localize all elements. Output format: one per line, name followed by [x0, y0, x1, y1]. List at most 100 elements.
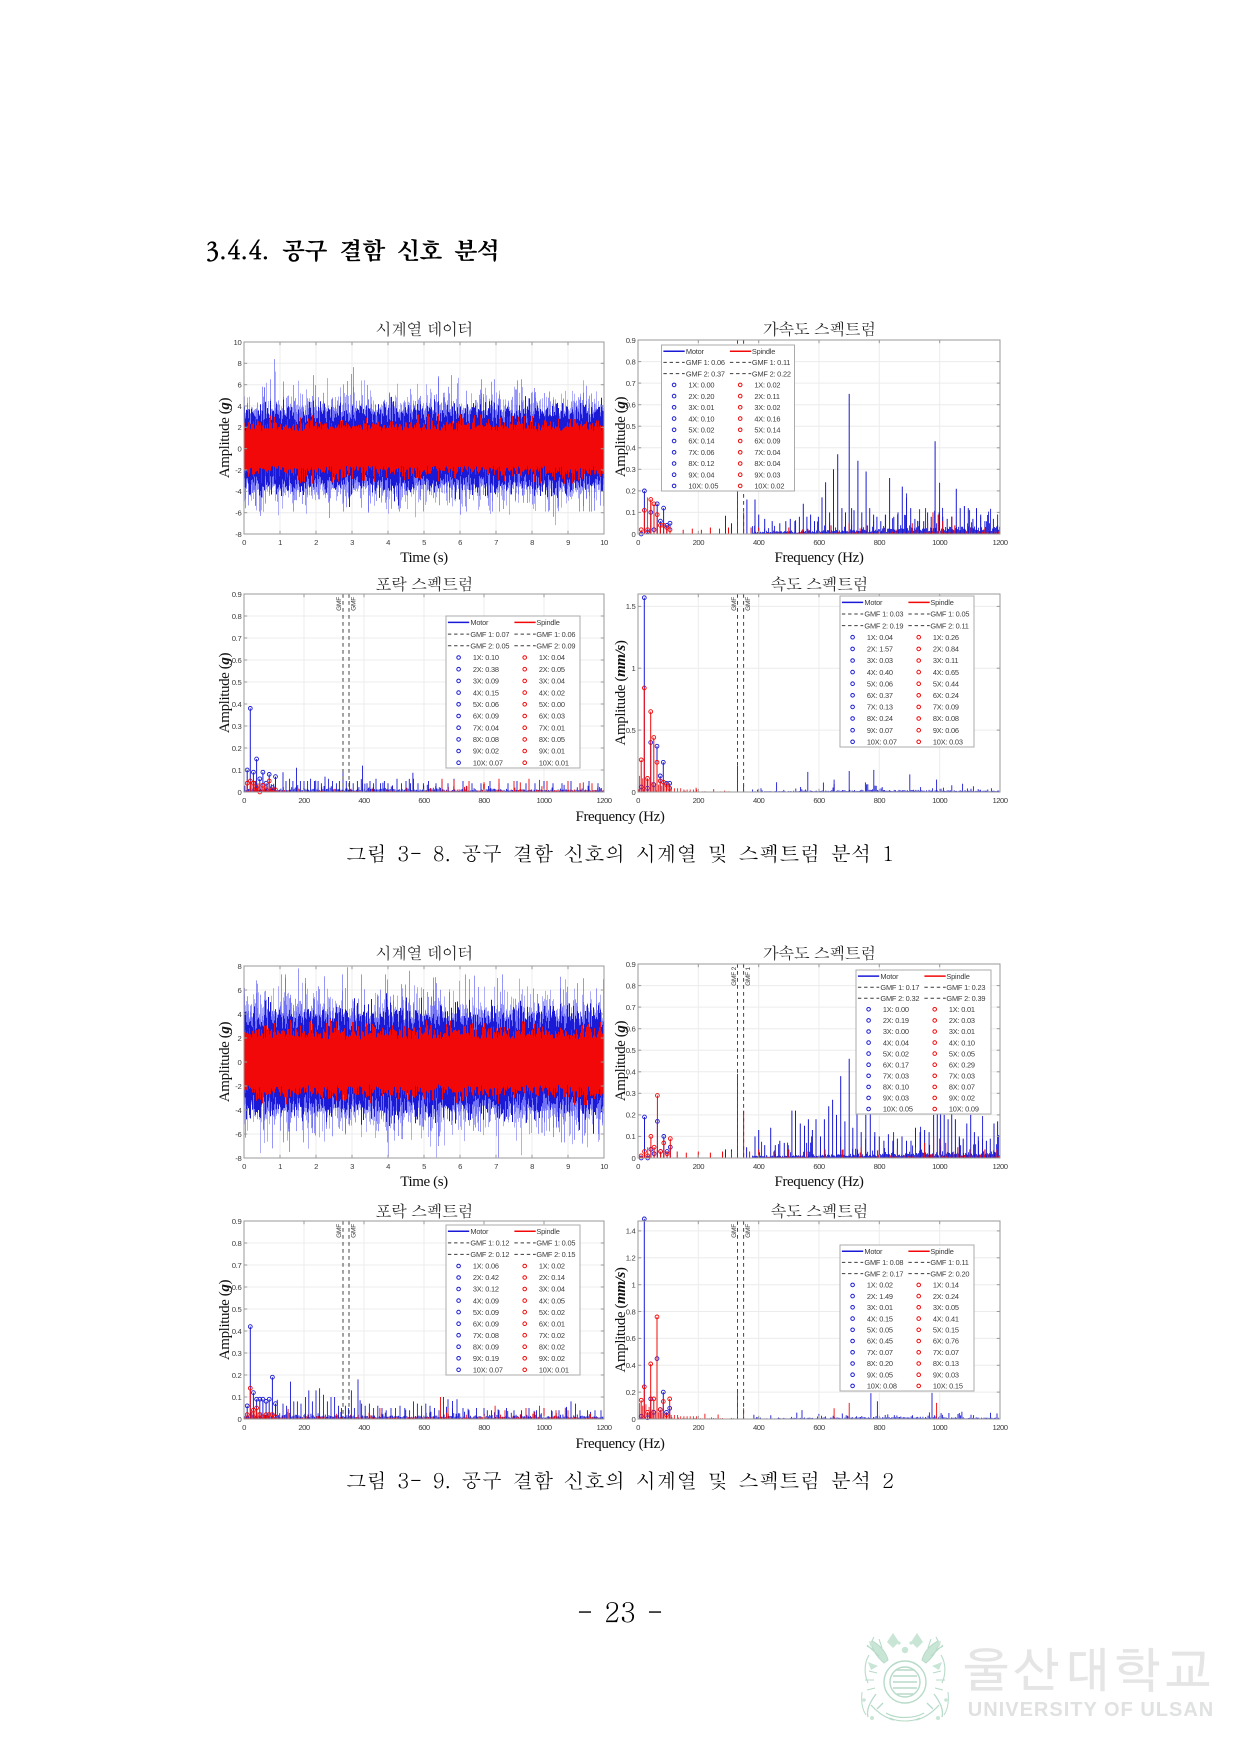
svg-text:0.2: 0.2 — [232, 1371, 242, 1380]
svg-text:0: 0 — [242, 1162, 246, 1171]
svg-text:3X: 0.04: 3X: 0.04 — [539, 1285, 565, 1294]
svg-text:0: 0 — [242, 1423, 246, 1432]
svg-text:3X: 0.02: 3X: 0.02 — [754, 403, 780, 412]
svg-text:8X: 0.12: 8X: 0.12 — [688, 459, 714, 468]
svg-text:9: 9 — [566, 538, 570, 547]
svg-text:10X: 0.05: 10X: 0.05 — [688, 482, 718, 491]
svg-text:5X: 0.02: 5X: 0.02 — [688, 425, 714, 434]
svg-text:0.8: 0.8 — [626, 1307, 636, 1316]
svg-text:-8: -8 — [235, 530, 241, 539]
svg-text:600: 600 — [418, 1423, 430, 1432]
svg-text:GMF 2: 0.11: GMF 2: 0.11 — [930, 621, 968, 630]
svg-text:-6: -6 — [235, 1130, 241, 1139]
svg-text:8X: 0.13: 8X: 0.13 — [933, 1359, 959, 1368]
svg-text:7: 7 — [494, 1162, 498, 1171]
svg-text:4: 4 — [238, 1010, 243, 1019]
svg-text:GMF 1: 0.17: GMF 1: 0.17 — [880, 983, 919, 992]
svg-text:0: 0 — [636, 796, 640, 805]
svg-text:0.4: 0.4 — [626, 1361, 637, 1370]
svg-text:6X: 0.09: 6X: 0.09 — [473, 712, 499, 721]
svg-text:GMF 1: 0.05: GMF 1: 0.05 — [536, 1239, 575, 1248]
svg-text:1000: 1000 — [932, 796, 947, 805]
svg-text:3: 3 — [350, 538, 354, 547]
svg-text:6X: 0.09: 6X: 0.09 — [754, 437, 780, 446]
svg-text:Amplitude (g): Amplitude (g) — [217, 397, 233, 478]
svg-text:Frequency (Hz): Frequency (Hz) — [576, 1436, 665, 1452]
svg-text:1.4: 1.4 — [626, 1227, 637, 1236]
svg-text:0.9: 0.9 — [626, 960, 636, 969]
svg-text:GMF: GMF — [351, 597, 358, 611]
svg-text:6X: 0.14: 6X: 0.14 — [688, 437, 714, 446]
svg-text:2X: 0.14: 2X: 0.14 — [539, 1273, 565, 1282]
svg-text:5X: 0.14: 5X: 0.14 — [754, 425, 780, 434]
svg-text:0: 0 — [636, 1162, 640, 1171]
svg-text:10X: 0.08: 10X: 0.08 — [867, 1382, 897, 1391]
svg-text:0: 0 — [636, 1423, 640, 1432]
svg-text:0: 0 — [242, 796, 246, 805]
svg-text:9X: 0.07: 9X: 0.07 — [867, 726, 893, 735]
svg-text:0.6: 0.6 — [232, 656, 242, 665]
svg-text:0.2: 0.2 — [626, 487, 636, 496]
svg-text:GMF 1: 0.11: GMF 1: 0.11 — [930, 1258, 968, 1267]
svg-text:0.6: 0.6 — [626, 400, 636, 409]
svg-text:8X: 0.04: 8X: 0.04 — [754, 459, 780, 468]
svg-text:1X: 0.10: 1X: 0.10 — [473, 653, 499, 662]
svg-text:0.1: 0.1 — [626, 1132, 636, 1141]
svg-text:4X: 0.15: 4X: 0.15 — [867, 1314, 893, 1323]
svg-text:6: 6 — [238, 380, 242, 389]
svg-text:1X: 0.14: 1X: 0.14 — [933, 1281, 959, 1290]
svg-text:GMF 2: 0.39: GMF 2: 0.39 — [946, 994, 985, 1003]
svg-text:GMF 2: 0.22: GMF 2: 0.22 — [752, 369, 791, 378]
svg-text:Spindle: Spindle — [930, 598, 953, 607]
svg-text:0.8: 0.8 — [626, 357, 636, 366]
svg-text:10: 10 — [600, 1162, 608, 1171]
svg-text:2X: 0.11: 2X: 0.11 — [754, 392, 779, 401]
svg-text:0.9: 0.9 — [232, 1217, 242, 1226]
svg-text:2: 2 — [314, 538, 318, 547]
svg-text:10: 10 — [234, 338, 242, 347]
svg-text:9X: 0.03: 9X: 0.03 — [754, 470, 780, 479]
svg-text:400: 400 — [753, 796, 765, 805]
svg-text:7X: 0.04: 7X: 0.04 — [473, 723, 499, 732]
svg-text:GMF 1: 0.23: GMF 1: 0.23 — [946, 983, 985, 992]
svg-text:0.6: 0.6 — [232, 1283, 242, 1292]
svg-text:3X: 0.09: 3X: 0.09 — [473, 677, 499, 686]
svg-text:400: 400 — [753, 1162, 765, 1171]
svg-text:0.4: 0.4 — [626, 444, 637, 453]
svg-text:1200: 1200 — [992, 796, 1007, 805]
svg-text:600: 600 — [813, 1423, 825, 1432]
svg-text:GMF 2: 0.32: GMF 2: 0.32 — [880, 994, 919, 1003]
svg-text:5X: 0.00: 5X: 0.00 — [539, 700, 565, 709]
svg-text:4X: 0.41: 4X: 0.41 — [933, 1314, 959, 1323]
svg-text:GMF: GMF — [731, 597, 738, 611]
svg-text:Spindle: Spindle — [536, 1227, 559, 1236]
svg-text:1X: 0.26: 1X: 0.26 — [933, 633, 959, 642]
svg-text:Motor: Motor — [880, 972, 899, 981]
svg-text:-6: -6 — [235, 508, 241, 517]
svg-text:1200: 1200 — [596, 796, 611, 805]
svg-text:10X: 0.02: 10X: 0.02 — [754, 482, 784, 491]
svg-text:800: 800 — [478, 1423, 490, 1432]
svg-text:7: 7 — [494, 538, 498, 547]
svg-text:8X: 0.24: 8X: 0.24 — [867, 714, 893, 723]
svg-text:6X: 0.29: 6X: 0.29 — [949, 1060, 975, 1069]
svg-text:GMF 2: GMF 2 — [731, 966, 738, 985]
svg-text:1000: 1000 — [932, 538, 947, 547]
svg-text:Amplitude (g): Amplitude (g) — [613, 1020, 629, 1101]
svg-text:0: 0 — [238, 444, 242, 453]
svg-text:7X: 0.04: 7X: 0.04 — [754, 448, 780, 457]
svg-text:0: 0 — [632, 788, 636, 797]
svg-text:200: 200 — [298, 1423, 310, 1432]
svg-text:0: 0 — [238, 788, 242, 797]
svg-text:9X: 0.03: 9X: 0.03 — [933, 1370, 959, 1379]
svg-text:1200: 1200 — [992, 1423, 1007, 1432]
svg-text:4X: 0.04: 4X: 0.04 — [883, 1038, 909, 1047]
svg-text:GMF 1: GMF 1 — [745, 966, 752, 985]
svg-text:2X: 0.38: 2X: 0.38 — [473, 665, 499, 674]
svg-text:4: 4 — [238, 402, 243, 411]
svg-text:4X: 0.09: 4X: 0.09 — [473, 1296, 499, 1305]
svg-text:4X: 0.10: 4X: 0.10 — [949, 1038, 975, 1047]
svg-text:3X: 0.05: 3X: 0.05 — [933, 1303, 959, 1312]
svg-text:400: 400 — [358, 796, 370, 805]
svg-text:9X: 0.06: 9X: 0.06 — [933, 726, 959, 735]
